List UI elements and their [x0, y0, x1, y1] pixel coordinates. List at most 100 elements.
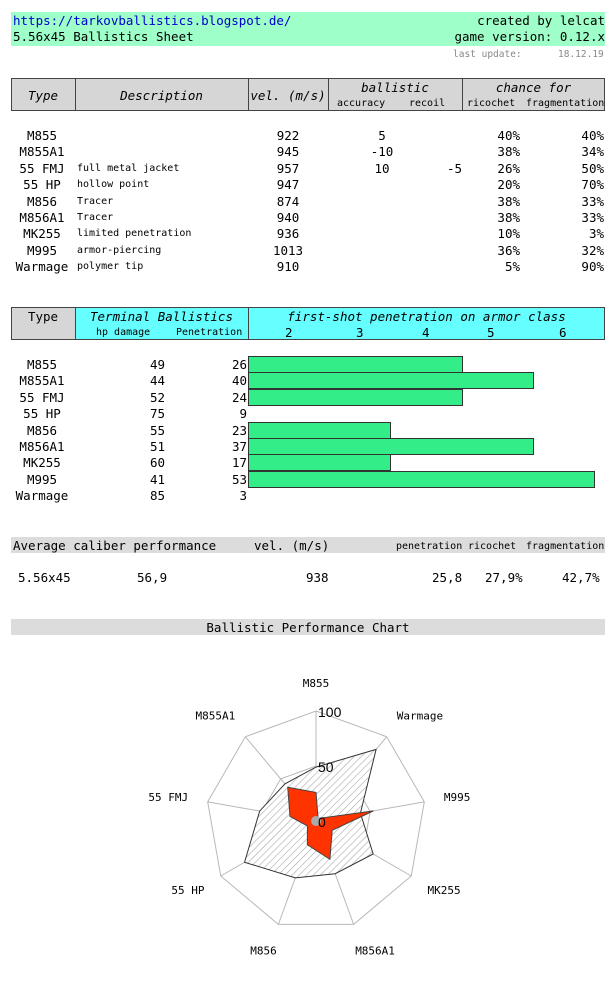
radar-category-label: 55 FMJ: [148, 791, 188, 804]
first-shot-header-bg: [249, 308, 604, 339]
ballistics-table-header: [11, 78, 605, 111]
terminal-hp-damage: 52: [149, 390, 165, 405]
armor-class-label: 3: [356, 325, 364, 340]
radar-grid-ring: [207, 710, 425, 925]
ammo-ricochet: 26%: [497, 161, 520, 176]
ammo-accuracy: 10: [374, 161, 390, 176]
armor-class-label: 5: [487, 325, 495, 340]
terminal-penetration: 23: [231, 423, 247, 438]
ammo-ricochet: 20%: [497, 177, 520, 192]
terminal-header-bg: [76, 308, 248, 339]
radar-category-label: M856A1: [355, 945, 395, 958]
ammo-ricochet: 38%: [497, 194, 520, 209]
ammo-type: MK255: [23, 226, 61, 241]
penetration-bar: [248, 389, 463, 406]
terminal-penetration: 53: [231, 472, 247, 487]
ammo-type: M995: [26, 243, 58, 258]
radar-series-penetration: [287, 786, 374, 861]
terminal-penetration: 17: [231, 455, 247, 470]
radar-category-label: M856: [250, 945, 277, 958]
terminal-penetration: 40: [231, 373, 247, 388]
radar-category-label: M855: [303, 677, 330, 690]
radar-category-label: M995: [444, 791, 471, 804]
average-damage: 56,9: [137, 570, 168, 585]
terminal-ammo-type: 55 FMJ: [19, 390, 65, 405]
ammo-type: 55 HP: [23, 177, 61, 192]
average-fragmentation: 42,7%: [562, 570, 600, 585]
average-penetration: 25,8: [432, 570, 463, 585]
ammo-fragmentation: 33%: [581, 210, 604, 225]
ammo-description: polymer tip: [77, 261, 144, 272]
col-fragmentation: fragmentation: [526, 98, 605, 109]
ammo-fragmentation: 50%: [581, 161, 604, 176]
average-col-ricochet: ricochet: [468, 541, 517, 552]
chart-title-bar: [11, 619, 605, 635]
last-update-label: last update:: [453, 49, 522, 60]
terminal-ammo-type: M995: [26, 472, 58, 487]
radar-chart: 0 50 100 M855 Warmage M995 MK255 M856A1 M856 55 …: [148, 677, 471, 958]
ammo-description: hollow point: [77, 179, 150, 190]
ammo-accuracy: -10: [370, 144, 394, 159]
ammo-velocity: 936: [276, 226, 300, 241]
ammo-velocity: 1013: [272, 243, 304, 258]
ammo-ricochet: 38%: [497, 210, 520, 225]
ammo-ricochet: 38%: [497, 144, 520, 159]
penetration-bar: [248, 422, 391, 439]
ammo-type: M855A1: [19, 144, 65, 159]
group-ballistic: ballistic: [361, 80, 429, 95]
ammo-ricochet: 36%: [497, 243, 520, 258]
ammo-velocity: 874: [276, 194, 300, 209]
ammo-type: 55 FMJ: [19, 161, 65, 176]
terminal-penetration: 9: [239, 406, 247, 421]
col-penetration: Penetration: [176, 327, 243, 338]
author-credit: created by lelcat: [477, 13, 605, 28]
site-url-link[interactable]: https://tarkovballistics.blogspot.de/: [13, 13, 292, 28]
game-version: game version: 0.12.x: [454, 29, 605, 44]
terminal-penetration: 26: [231, 357, 247, 372]
ammo-fragmentation: 3%: [588, 226, 604, 241]
penetration-bar: [248, 454, 391, 471]
penetration-bar: [248, 438, 534, 455]
terminal-hp-damage: 49: [149, 357, 165, 372]
ammo-type: M855: [26, 128, 58, 143]
ammo-type: M856: [26, 194, 58, 209]
group-first-shot: first-shot penetration on armor class: [287, 309, 566, 324]
ammo-ricochet: 40%: [497, 128, 520, 143]
ammo-description: Tracer: [77, 196, 114, 207]
terminal-ammo-type: M855: [26, 357, 58, 372]
ammo-velocity: 940: [276, 210, 300, 225]
average-label: Average caliber performance: [13, 538, 217, 553]
chart-title: Ballistic Performance Chart: [206, 620, 410, 635]
terminal-ammo-type: Warmage: [15, 488, 69, 503]
terminal-hp-damage: 55: [149, 423, 165, 438]
ammo-velocity: 947: [276, 177, 300, 192]
terminal-penetration: 3: [239, 488, 247, 503]
average-col-velocity: vel. (m/s): [254, 538, 330, 553]
page-title: 5.56x45 Ballistics Sheet: [13, 29, 194, 44]
terminal-ammo-type: 55 HP: [23, 406, 61, 421]
ammo-velocity: 945: [276, 144, 300, 159]
ammo-ricochet: 10%: [497, 226, 520, 241]
ammo-description: Tracer: [77, 212, 114, 223]
terminal-ammo-type: MK255: [23, 455, 61, 470]
ammo-fragmentation: 70%: [581, 177, 604, 192]
terminal-penetration: 37: [231, 439, 247, 454]
ammo-fragmentation: 33%: [581, 194, 604, 209]
group-chance: chance for: [495, 80, 572, 95]
ammo-velocity: 922: [276, 128, 300, 143]
ammo-description: full metal jacket: [77, 163, 180, 174]
radar-tick-label: 50: [318, 759, 334, 775]
ammo-fragmentation: 34%: [581, 144, 604, 159]
average-col-penetration: penetration: [396, 541, 463, 552]
average-header-bar: [11, 537, 605, 553]
radar-category-label: 55 HP: [171, 884, 204, 897]
ammo-type: Warmage: [15, 259, 69, 274]
col-velocity: vel. (m/s): [250, 88, 326, 103]
average-velocity: 938: [306, 570, 329, 585]
terminal-hp-damage: 60: [149, 455, 165, 470]
col-type: Type: [27, 88, 59, 103]
header-banner: [11, 12, 605, 46]
col-accuracy: accuracy: [337, 98, 386, 109]
average-caliber: 5.56x45: [18, 570, 71, 585]
armor-class-label: 4: [422, 325, 430, 340]
